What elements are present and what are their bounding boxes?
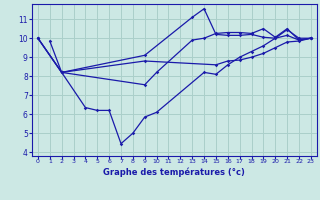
X-axis label: Graphe des températures (°c): Graphe des températures (°c) [103, 167, 245, 177]
